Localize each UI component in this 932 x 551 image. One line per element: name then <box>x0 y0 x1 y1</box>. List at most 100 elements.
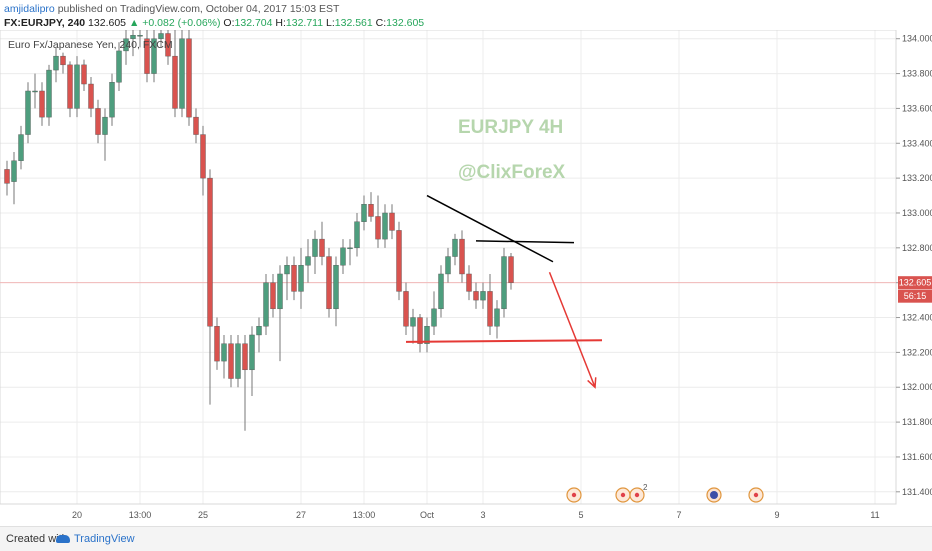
x-tick-label: 7 <box>676 510 681 520</box>
candle-body <box>277 273 283 310</box>
author-link[interactable]: amjidalipro <box>4 3 55 15</box>
candle-body <box>102 116 108 135</box>
price-label: 132.605 <box>899 278 932 288</box>
x-tick-label: 20 <box>72 510 82 520</box>
y-tick-label: 132.000 <box>902 382 932 392</box>
y-tick-label: 132.800 <box>902 243 932 253</box>
candle-body <box>368 204 374 217</box>
candle-body <box>487 291 493 327</box>
x-tick-label: 5 <box>578 510 583 520</box>
candle-body <box>417 317 423 344</box>
event-marker-dot <box>634 492 640 498</box>
open-value: 132.704 <box>234 17 273 29</box>
y-tick-label: 131.600 <box>902 452 932 462</box>
candle-body <box>228 343 234 379</box>
chart-grid <box>0 30 896 504</box>
candle-body <box>158 33 164 39</box>
candle-body <box>207 177 213 327</box>
candle-body <box>270 282 276 310</box>
plot-frame <box>0 30 897 505</box>
tradingview-logo[interactable]: TradingView <box>56 533 135 545</box>
low-value: 132.561 <box>334 17 373 29</box>
x-tick-label: 3 <box>480 510 485 520</box>
chart-header: amjidalipro published on TradingView.com… <box>0 0 932 30</box>
candle-body <box>354 221 360 249</box>
candle-body <box>81 64 87 85</box>
drawing-tools <box>405 194 603 389</box>
event-marker-dot <box>710 491 718 499</box>
y-tick-label: 131.800 <box>902 417 932 427</box>
candle-body <box>438 273 444 310</box>
event-marker-dot <box>571 492 577 498</box>
candle-body <box>382 212 388 240</box>
candle-body <box>284 265 290 275</box>
symbol-label: FX:EURJPY, 240 <box>4 17 86 29</box>
watermark-line2: @ClixForeX <box>458 162 566 183</box>
candle-body <box>95 108 101 135</box>
candle-body <box>74 64 80 109</box>
candle-body <box>340 247 346 266</box>
event-marker-dot <box>753 492 759 498</box>
symbol-line: FX:EURJPY, 240 132.605 ▲ +0.082 (+0.06%)… <box>4 17 424 29</box>
y-tick-label: 133.800 <box>902 69 932 79</box>
close-label: C: <box>375 17 387 29</box>
low-label: L: <box>326 17 335 29</box>
y-tick-label: 133.400 <box>902 138 932 148</box>
watermark-line1: EURJPY 4H <box>458 117 563 138</box>
y-tick-label: 133.600 <box>902 103 932 113</box>
high-value: 132.711 <box>285 17 324 29</box>
created-with-text: Created with <box>6 533 68 545</box>
candle-body <box>305 256 311 266</box>
x-tick-label: 27 <box>296 510 306 520</box>
candle-body <box>11 160 17 182</box>
candle-body <box>32 90 38 93</box>
candle-body <box>333 265 339 310</box>
candle-body <box>200 134 206 179</box>
candle-body <box>25 90 31 135</box>
event-count-label: 2 <box>643 483 648 492</box>
x-tick-label: 25 <box>198 510 208 520</box>
candle-body <box>151 38 157 74</box>
x-tick-label: 13:00 <box>129 510 152 520</box>
candle-body <box>109 82 115 118</box>
countdown-label: 56:15 <box>904 291 927 301</box>
x-tick-label: Oct <box>420 510 435 520</box>
candle-body <box>319 238 325 257</box>
countdown-box: 56:15 <box>898 289 932 303</box>
candle-body <box>67 64 73 109</box>
candle-body <box>4 169 10 184</box>
x-tick-label: 11 <box>870 510 879 520</box>
candle-body <box>445 256 451 275</box>
tradingview-cloud-icon <box>56 535 70 544</box>
candle-body <box>452 238 458 257</box>
projection-arrow-head <box>587 377 597 389</box>
candle-body <box>291 265 297 292</box>
candle-body <box>123 38 129 52</box>
candle-body <box>116 50 122 83</box>
projection-arrow-shaft <box>548 271 596 388</box>
candle-body <box>508 256 514 283</box>
candle-body <box>53 55 59 71</box>
candle-body <box>312 238 318 257</box>
price-axis[interactable]: 134.000 133.800 133.600 133.400 133.200 133.0… <box>896 34 932 497</box>
candle-body <box>431 308 437 327</box>
candle-body <box>326 256 332 310</box>
up-triangle-icon: ▲ <box>128 17 140 29</box>
candle-body <box>235 343 241 379</box>
y-tick-label: 132.400 <box>902 313 932 323</box>
chart-area[interactable]: 134.000 133.800 133.600 133.400 133.200 133.0… <box>0 30 932 526</box>
price-label-box: 132.605 <box>898 276 932 290</box>
candle-body <box>249 334 255 371</box>
published-text: published on TradingView.com, October 04… <box>57 3 340 15</box>
change-value: +0.082 (+0.06%) <box>142 17 221 29</box>
candle-body <box>424 326 430 344</box>
candle-body <box>193 116 199 135</box>
candle-body <box>130 35 136 39</box>
y-tick-label: 132.200 <box>902 347 932 357</box>
candle-body <box>60 55 66 66</box>
candle-body <box>298 265 304 292</box>
x-tick-label: 13:00 <box>353 510 376 520</box>
y-tick-label: 134.000 <box>902 34 932 44</box>
candle-body <box>263 282 269 327</box>
